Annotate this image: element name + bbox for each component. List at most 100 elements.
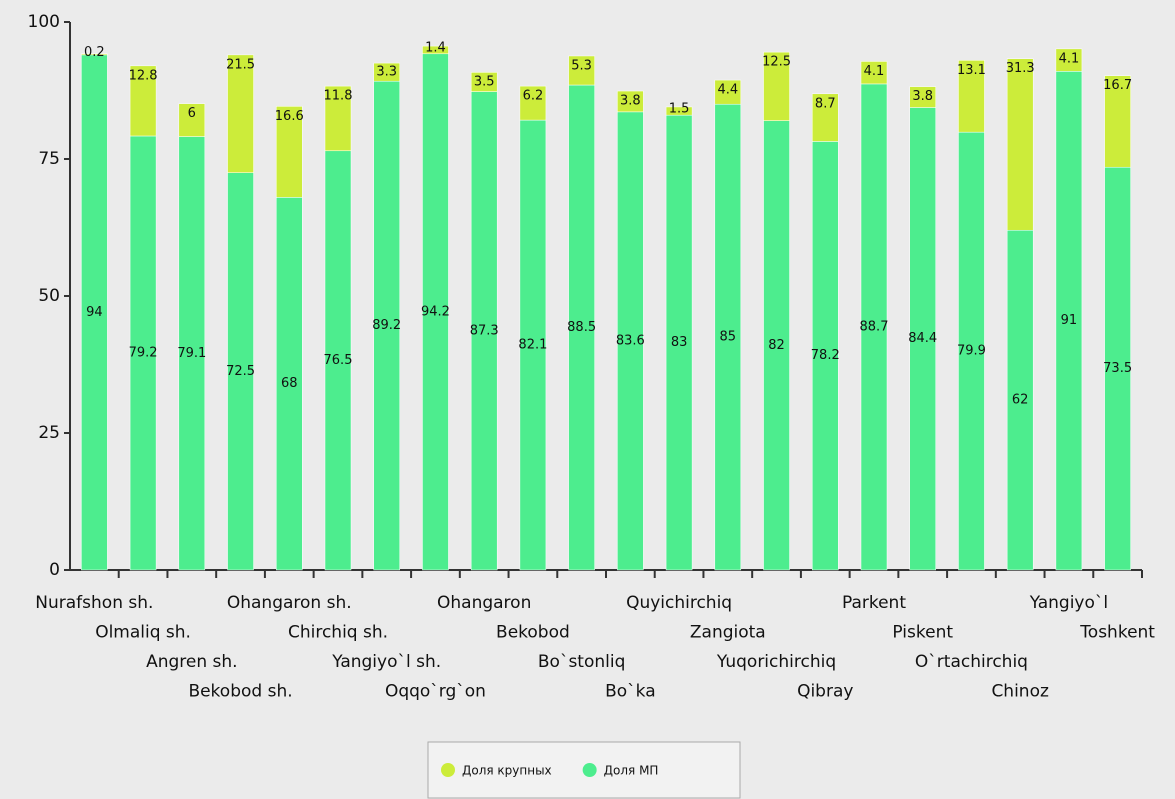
y-tick-label: 50 [38, 286, 60, 306]
value-label: 82.1 [518, 338, 547, 353]
y-tick-label: 75 [38, 149, 60, 169]
value-label: 6 [188, 106, 196, 121]
value-label: 82 [768, 338, 785, 353]
value-label: 3.8 [620, 94, 641, 109]
x-tick-label: Chinoz [991, 682, 1049, 702]
value-label: 1.5 [669, 102, 690, 117]
bar-segment [178, 103, 206, 137]
bar-segment [81, 54, 108, 571]
x-tick-label: Ohangaron sh. [227, 593, 352, 613]
value-label: 72.5 [226, 364, 255, 379]
bar-segment [470, 91, 498, 571]
bar-segment [178, 136, 206, 571]
bar-segment [714, 79, 742, 105]
y-tick-label: 25 [38, 423, 60, 443]
value-label: 79.2 [129, 345, 158, 360]
value-label: 4.1 [1059, 51, 1080, 66]
bar-segment [129, 65, 157, 137]
bar-segment [519, 85, 547, 121]
value-label: 87.3 [470, 323, 499, 338]
value-label: 4.1 [864, 64, 885, 79]
x-tick-label: Qibray [797, 682, 853, 702]
bar-segment [1055, 71, 1083, 571]
y-tick-label: 0 [49, 560, 60, 580]
bar-segment [568, 84, 595, 571]
x-tick-label: O`rtachirchiq [915, 652, 1028, 672]
bar-segment [909, 107, 936, 571]
x-tick-label: Bekobod [496, 623, 570, 643]
x-tick-label: Chirchiq sh. [288, 623, 388, 643]
bar-segment [1055, 48, 1083, 72]
value-label: 3.5 [474, 75, 495, 90]
x-tick-label: Parkent [842, 593, 906, 613]
x-tick-label: Nurafshon sh. [35, 593, 153, 613]
legend-swatch [441, 763, 455, 777]
value-label: 31.3 [1006, 61, 1035, 76]
value-label: 79.1 [177, 346, 206, 361]
value-label: 78.2 [811, 348, 840, 363]
x-tick-label: Oqqo`rg`on [385, 682, 486, 702]
value-label: 13.1 [957, 63, 986, 78]
bar-segment [909, 86, 936, 108]
value-label: 3.8 [912, 89, 933, 104]
value-label: 83.6 [616, 333, 645, 348]
x-tick-label: Angren sh. [146, 652, 237, 672]
value-label: 89.2 [372, 318, 401, 333]
bar-segment [763, 120, 790, 571]
value-label: 73.5 [1103, 361, 1132, 376]
bar-segment [373, 62, 400, 82]
x-tick-label: Zangiota [690, 623, 766, 643]
value-label: 88.7 [860, 319, 889, 334]
bar-segment [568, 55, 595, 86]
value-label: 91 [1061, 313, 1078, 328]
bar-segment [763, 51, 790, 121]
bar-segment [958, 60, 985, 133]
bar-segment [665, 114, 693, 571]
value-label: 5.3 [571, 58, 592, 73]
x-tick-label: Bo`ka [605, 682, 656, 702]
bar-segment [81, 53, 108, 56]
value-label: 4.4 [717, 83, 738, 98]
x-tick-label: Yangiyo`l sh. [331, 652, 441, 672]
bar-segment [129, 135, 157, 571]
bar-segment [617, 90, 644, 113]
value-label: 3.3 [376, 65, 397, 80]
x-tick-label: Bo`stonliq [538, 652, 626, 672]
bar-segment [227, 172, 254, 571]
value-label: 94 [86, 305, 103, 320]
x-tick-label: Olmaliq sh. [95, 623, 191, 643]
value-label: 8.7 [815, 96, 836, 111]
bar-segment [812, 93, 839, 142]
bar-segment [422, 53, 449, 571]
value-label: 12.8 [129, 68, 158, 83]
x-tick-label: Yuqorichirchiq [716, 652, 836, 672]
x-tick-label: Ohangaron [437, 593, 531, 613]
bar-segment [665, 106, 693, 116]
bar-segment [373, 80, 400, 571]
value-label: 12.5 [762, 55, 791, 70]
bar-segment [276, 106, 303, 198]
value-label: 68 [281, 376, 298, 391]
bar-segment [1006, 58, 1034, 231]
legend-swatch [582, 763, 597, 777]
bar-segment [422, 45, 449, 55]
value-label: 16.7 [1103, 78, 1132, 93]
x-tick-label: Toshkent [1079, 623, 1155, 643]
bar-segment [276, 197, 303, 571]
legend-label: Доля МП [604, 764, 659, 778]
x-tick-label: Bekobod sh. [188, 682, 292, 702]
bar-segment [860, 61, 888, 85]
bar-segment [714, 103, 742, 571]
value-label: 84.4 [908, 331, 937, 346]
bar-segment [1104, 166, 1131, 571]
x-tick-label: Piskent [892, 623, 953, 643]
legend-label: Доля крупных [462, 764, 552, 778]
value-label: 1.4 [425, 40, 446, 55]
value-label: 21.5 [226, 57, 255, 72]
bar-segment [324, 85, 352, 152]
x-tick-label: Quyichirchiq [626, 593, 732, 613]
value-label: 83 [671, 335, 688, 350]
bar-segment [617, 111, 644, 571]
bar-segment [958, 131, 985, 571]
